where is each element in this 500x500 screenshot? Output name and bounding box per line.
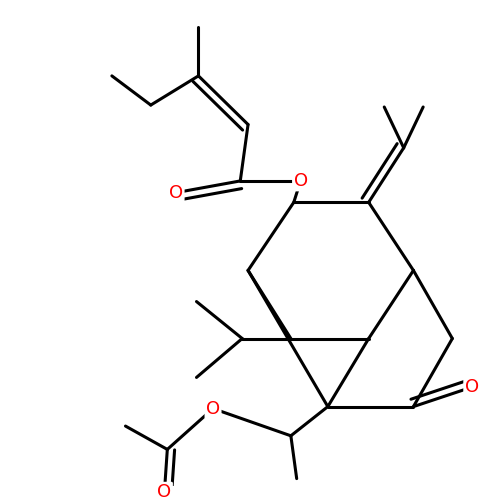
Text: O: O: [464, 378, 479, 396]
Text: O: O: [158, 483, 172, 500]
Text: O: O: [294, 172, 308, 190]
Text: O: O: [169, 184, 183, 202]
Text: O: O: [206, 400, 220, 417]
